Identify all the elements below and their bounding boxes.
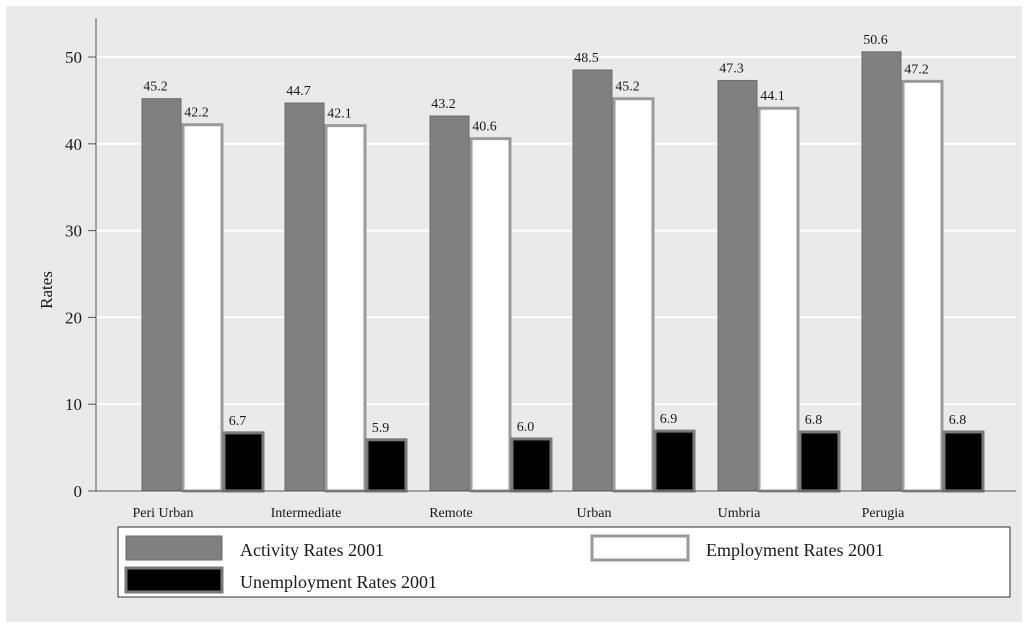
x-category-label: Perugia <box>862 506 906 521</box>
legend-label: Employment Rates 2001 <box>706 540 884 560</box>
data-label: 42.1 <box>327 107 352 122</box>
bar-employment-rates-2001 <box>757 106 800 493</box>
bar-employment-rates-2001 <box>181 123 224 493</box>
bar-employment-rates-2001 <box>901 79 944 493</box>
x-category-label: Urban <box>577 506 612 521</box>
x-category-label: Umbria <box>718 506 762 521</box>
bar-activity-rates-2001 <box>284 102 325 492</box>
data-label: 5.9 <box>372 421 390 436</box>
data-label: 43.2 <box>431 97 456 112</box>
bar-unemployment-rates-2001 <box>365 438 408 493</box>
data-label: 6.0 <box>517 420 535 435</box>
data-label: 50.6 <box>863 33 888 48</box>
bar-unemployment-rates-2001 <box>510 437 553 493</box>
y-tick-label: 20 <box>65 308 82 327</box>
bar-unemployment-rates-2001 <box>653 429 696 493</box>
y-tick-label: 30 <box>65 222 82 241</box>
bar-activity-rates-2001 <box>429 115 470 492</box>
y-tick-label: 50 <box>65 48 82 67</box>
data-label: 6.9 <box>660 412 678 427</box>
legend-label: Unemployment Rates 2001 <box>240 572 437 592</box>
legend-swatch <box>590 534 690 562</box>
x-category-label: Intermediate <box>271 506 342 521</box>
bar-employment-rates-2001 <box>324 124 367 493</box>
data-label: 47.2 <box>904 62 929 77</box>
data-label: 42.2 <box>184 106 209 121</box>
data-label: 44.7 <box>286 84 311 99</box>
data-label: 40.6 <box>472 120 497 135</box>
x-category-label: Peri Urban <box>132 506 193 521</box>
y-axis-title: Rates <box>37 271 56 309</box>
legend: Activity Rates 2001 Employment Rates 2001… <box>117 526 1011 598</box>
bar-activity-rates-2001 <box>861 51 902 492</box>
axes: 0 10 20 30 40 50 Peri Urban Intermediate Remote U… <box>65 18 1016 521</box>
bar-unemployment-rates-2001 <box>942 430 985 493</box>
bar-employment-rates-2001 <box>469 137 512 493</box>
bar-unemployment-rates-2001 <box>798 430 841 493</box>
data-labels: 45.2 42.2 6.7 44.7 42.1 5.9 43.2 40.6 6.0 48.5 45.… <box>143 33 966 436</box>
bar-activity-rates-2001 <box>572 69 613 492</box>
bars <box>141 51 985 493</box>
legend-box <box>117 526 1011 598</box>
bar-unemployment-rates-2001 <box>222 431 265 493</box>
data-label: 45.2 <box>615 80 640 95</box>
data-label: 44.1 <box>760 89 785 104</box>
bar-activity-rates-2001 <box>141 98 182 492</box>
bar-activity-rates-2001 <box>717 79 758 492</box>
data-label: 47.3 <box>719 61 744 76</box>
x-category-label: Remote <box>429 506 473 521</box>
legend-swatch <box>124 566 224 594</box>
legend-swatch <box>125 535 223 561</box>
data-label: 45.2 <box>143 80 168 95</box>
y-tick-label: 0 <box>74 482 83 501</box>
bar-employment-rates-2001 <box>612 97 655 493</box>
data-label: 6.8 <box>949 413 967 428</box>
y-tick-label: 10 <box>65 395 82 414</box>
legend-label: Activity Rates 2001 <box>240 540 384 560</box>
data-label: 6.7 <box>229 414 247 429</box>
y-tick-label: 40 <box>65 135 82 154</box>
data-label: 6.8 <box>805 413 823 428</box>
data-label: 48.5 <box>574 51 599 66</box>
